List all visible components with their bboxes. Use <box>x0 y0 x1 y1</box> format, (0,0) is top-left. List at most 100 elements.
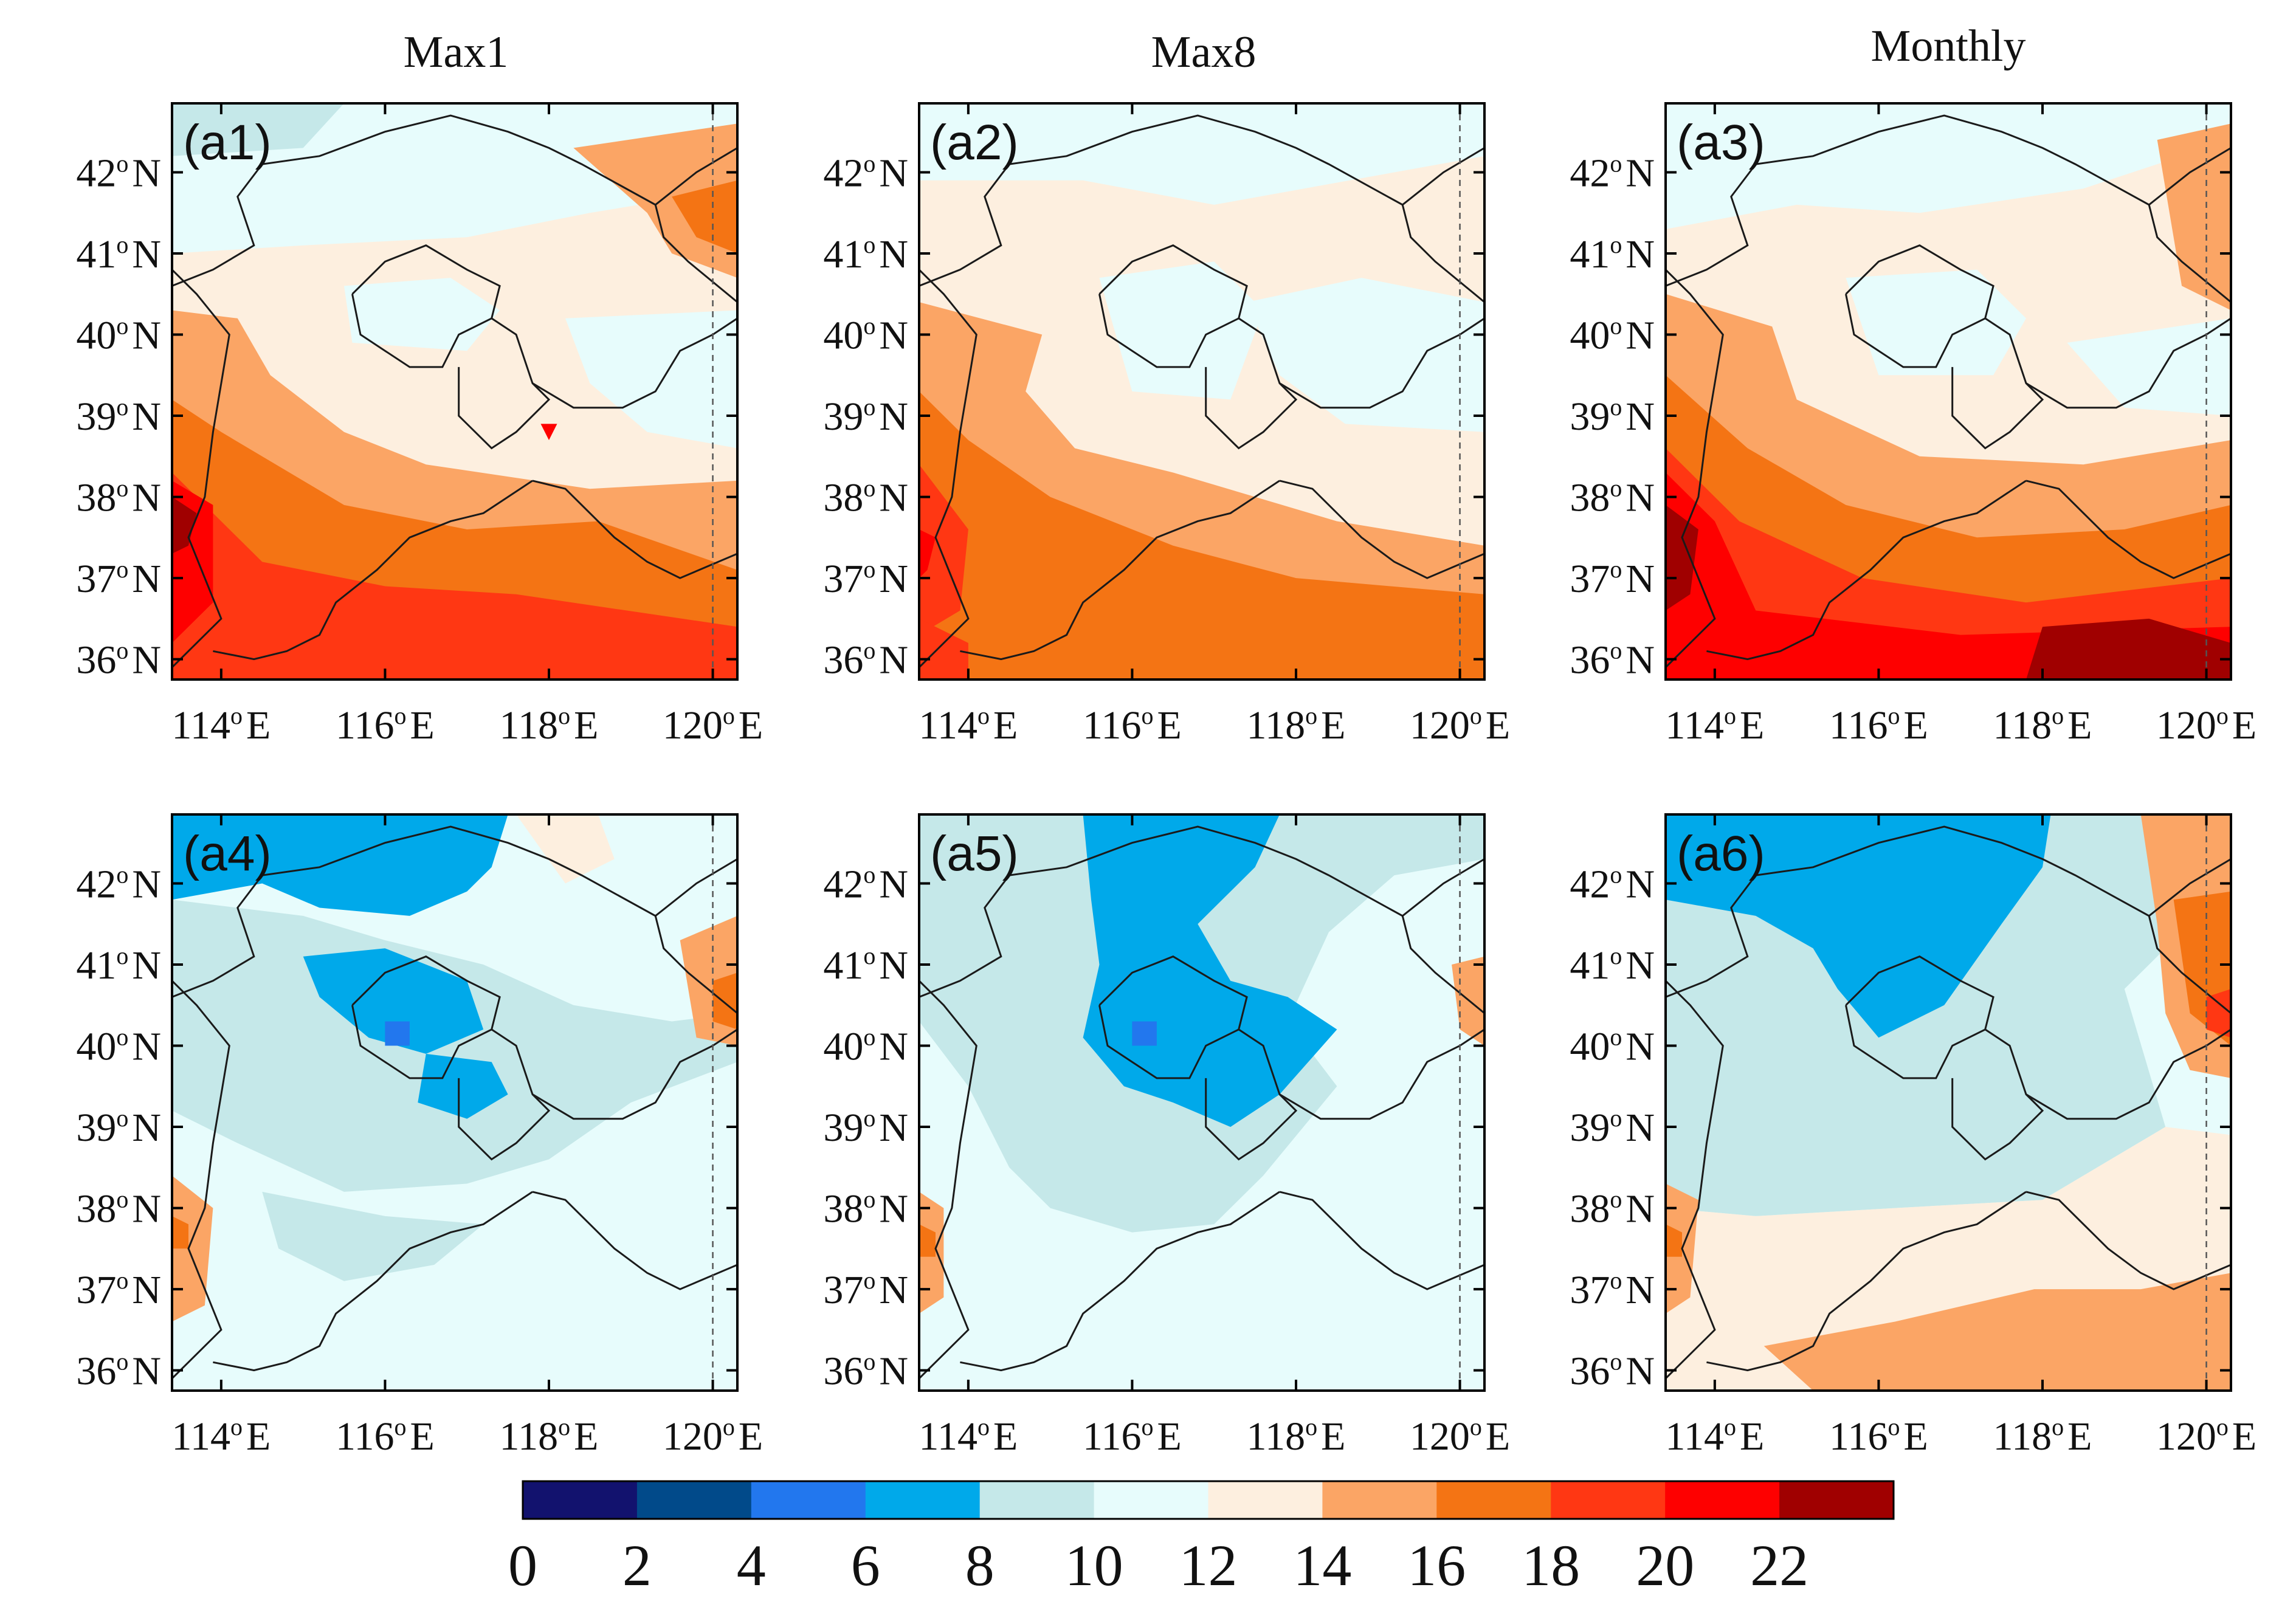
lon-label: 116oE <box>1083 1413 1182 1459</box>
lon-label: 118oE <box>1993 702 2092 748</box>
lon-label: 116oE <box>336 702 435 748</box>
panel-label: (a5) <box>930 826 1019 881</box>
lat-label: 41oN <box>1570 942 1655 988</box>
lat-label: 40oN <box>1570 312 1655 358</box>
column-title-max8: Max8 <box>1151 27 1257 77</box>
colorbar-label: 14 <box>1293 1533 1351 1598</box>
contour-region <box>1247 278 1484 432</box>
lat-label: 41oN <box>76 231 161 277</box>
column-title-monthly: Monthly <box>1871 21 2026 71</box>
inner-mongolia-border <box>1666 825 2231 1014</box>
contour-region <box>1099 261 1264 400</box>
hebei-shanxi-border <box>1666 980 1724 1380</box>
lat-label: 41oN <box>823 231 908 277</box>
lon-label: 120oE <box>2156 1413 2256 1459</box>
colorbar-bin <box>1551 1481 1666 1519</box>
lat-label: 36oN <box>823 637 908 683</box>
contour-region <box>516 814 615 884</box>
lat-label: 42oN <box>76 150 161 195</box>
colorbar-label: 10 <box>1065 1533 1123 1598</box>
tianjin-border <box>1205 317 1298 450</box>
contour-region <box>172 472 737 680</box>
shandong-coast <box>532 480 737 579</box>
inner-mongolia-border <box>172 114 737 303</box>
lat-label: 38oN <box>1570 475 1655 520</box>
contour-region <box>565 310 737 449</box>
contour-region <box>1666 504 1698 611</box>
lat-label: 37oN <box>76 556 161 601</box>
contour-region <box>1666 814 2051 1038</box>
colorbar-bin <box>751 1481 866 1519</box>
lat-label: 38oN <box>823 1186 908 1231</box>
lat-label: 41oN <box>76 942 161 988</box>
panel-label: (a3) <box>1677 115 1765 170</box>
shandong-coast <box>2025 1191 2231 1290</box>
contour-region <box>1846 269 2026 376</box>
contour-region <box>1666 472 2231 680</box>
lon-label: 116oE <box>1083 702 1182 748</box>
lon-label: 118oE <box>1247 1413 1346 1459</box>
lat-label: 38oN <box>76 1186 161 1231</box>
contour-region <box>1666 103 2231 229</box>
lon-label: 120oE <box>663 702 763 748</box>
lat-label: 42oN <box>823 150 908 195</box>
contour-region <box>1666 1224 1682 1257</box>
lat-label: 39oN <box>823 1104 908 1150</box>
hebei-shandong-border <box>960 1191 1280 1372</box>
hebei-shanxi-border <box>1666 269 1724 669</box>
panel-label: (a4) <box>183 826 272 881</box>
lat-label: 40oN <box>76 312 161 358</box>
hebei-shandong-border <box>213 480 533 661</box>
contour-region <box>172 103 344 156</box>
lat-label: 40oN <box>76 1024 161 1069</box>
lat-label: 37oN <box>823 1267 908 1312</box>
contour-region <box>573 123 737 278</box>
lat-label: 37oN <box>1570 556 1655 601</box>
contour-region <box>172 497 197 554</box>
lon-label: 120oE <box>663 1413 763 1459</box>
lat-label: 36oN <box>1570 637 1655 683</box>
colorbar-label: 12 <box>1179 1533 1238 1598</box>
inner-mongolia-border <box>172 825 737 1014</box>
panel-frame <box>171 813 739 1392</box>
lat-label: 36oN <box>823 1348 908 1394</box>
panel-frame <box>918 813 1486 1392</box>
tianjin-border <box>1951 317 2044 450</box>
colorbar-bin <box>523 1481 638 1519</box>
beijing-border <box>1098 955 1248 1079</box>
lon-label: 114oE <box>1665 1413 1764 1459</box>
lat-label: 37oN <box>823 556 908 601</box>
contour-region <box>919 529 936 579</box>
lat-label: 40oN <box>1570 1024 1655 1069</box>
contour-region <box>262 1191 484 1281</box>
hebei-shandong-border <box>960 480 1280 661</box>
lon-label: 120oE <box>1410 702 1510 748</box>
lon-label: 114oE <box>919 702 1018 748</box>
contour-region <box>712 972 737 1030</box>
tianjin-border <box>1205 1028 1298 1161</box>
lon-label: 114oE <box>171 702 271 748</box>
colorbar-bin <box>1322 1481 1437 1519</box>
lat-label: 37oN <box>76 1267 161 1312</box>
contour-region <box>172 103 737 253</box>
lon-label: 120oE <box>2156 702 2256 748</box>
tianjin-border <box>458 317 551 450</box>
contour-region <box>385 1021 410 1046</box>
lat-label: 41oN <box>823 942 908 988</box>
liaoning-border <box>2148 147 2231 206</box>
lat-label: 42oN <box>1570 861 1655 906</box>
lon-label: 114oE <box>1665 702 1764 748</box>
contour-region <box>2206 989 2231 1038</box>
panel-frame <box>1664 102 2232 681</box>
contour-region <box>1763 1273 2231 1391</box>
contour-region <box>172 1216 188 1249</box>
lon-label: 118oE <box>500 1413 599 1459</box>
hebei-shanxi-border <box>919 269 977 669</box>
